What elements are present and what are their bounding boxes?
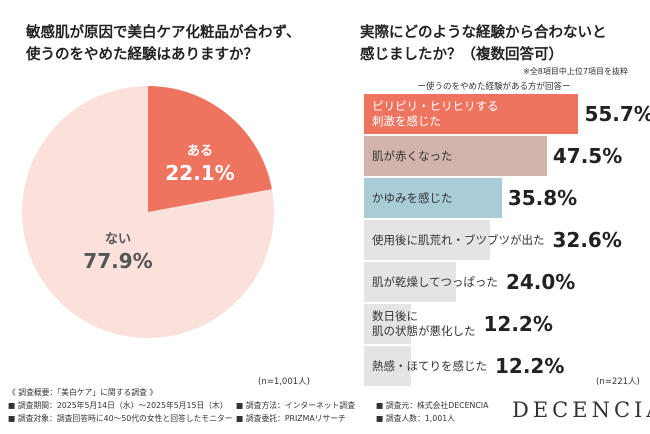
bar-chart-note: ※全8項目中上位7項目を抜粋 xyxy=(523,67,628,76)
pie-title-line1: 敏感肌が原因で美白ケア化粧品が合わず、 xyxy=(26,25,301,41)
pie-value-no: 77.9% xyxy=(83,249,153,273)
bar-chart: ピリピリ・ヒリヒリする 刺激を感じた 55.7% 肌が赤くなった 47.5% か… xyxy=(364,94,650,386)
survey-heading: 《 調査概要：「美白ケア」に関する調査 》 xyxy=(8,388,158,397)
bar-category-label: 肌が赤くなった xyxy=(372,148,453,163)
survey-period: ■ 調査期間：2025年5月14日（水）〜2025年5月15日（木） xyxy=(8,401,228,410)
bar-value-label: 24.0% xyxy=(505,270,576,294)
brand-logo: DECENCIA xyxy=(512,398,650,422)
bar-title-line2: 感じましたか？（複数回答可） xyxy=(360,47,563,63)
survey-overview: 《 調査概要：「美白ケア」に関する調査 》 ■ 調査期間：2025年5月14日（… xyxy=(8,386,508,425)
pie-question-title: 敏感肌が原因で美白ケア化粧品が合わず、 使うのをやめた経験はありますか？ xyxy=(26,22,316,66)
survey-row: ■ 調査期間：2025年5月14日（水）〜2025年5月15日（木） ■ 調査方… xyxy=(8,399,508,412)
bar-row: 数日後に 肌の状態が悪化した 12.2% xyxy=(364,304,650,344)
pie-slice-yes xyxy=(148,86,272,212)
survey-source: ■ 調査元：株式会社DECENCIA xyxy=(376,401,489,410)
survey-row: ■ 調査対象：調査回答時に40〜50代の女性と回答したモニター ■ 調査委託：P… xyxy=(8,412,508,425)
bar-value-label: 35.8% xyxy=(507,186,578,210)
bar-row: 肌が乾燥してつっぱった 24.0% xyxy=(364,262,650,302)
bar-sample-size: (n=221人) xyxy=(596,377,640,387)
bar-category-label: ピリピリ・ヒリヒリする 刺激を感じた xyxy=(372,99,499,128)
bar xyxy=(364,220,490,260)
bar xyxy=(364,94,579,134)
bar-row: 肌が赤くなった 47.5% xyxy=(364,136,650,176)
bar xyxy=(364,262,457,302)
bar-row: 熱感・ほてりを感じた 12.2% xyxy=(364,346,650,386)
pie-category-no: ない xyxy=(104,232,131,247)
bar-question-title: 実際にどのような経験から合わないと 感じましたか？（複数回答可） xyxy=(360,22,640,66)
bar-chart-subtitle: ー使うのをやめた経験がある方が回答ー xyxy=(417,82,571,92)
survey-target: ■ 調査対象：調査回答時に40〜50代の女性と回答したモニター xyxy=(8,414,233,423)
pie-slice-no xyxy=(21,86,274,338)
survey-contractor: ■ 調査委託：PRIZMAリサーチ xyxy=(236,414,346,423)
survey-method: ■ 調査方法：インターネット調査 xyxy=(236,401,355,410)
bar-category-label: 熱感・ほてりを感じた xyxy=(372,358,487,373)
pie-sample-size: (n=1,001人) xyxy=(258,377,310,387)
bar xyxy=(364,136,547,176)
bar-value-label: 47.5% xyxy=(552,144,623,168)
bar-value-label: 12.2% xyxy=(495,354,565,378)
pie-label-no: ない 77.9% xyxy=(78,228,158,273)
bar-title-line1: 実際にどのような経験から合わないと xyxy=(360,25,607,41)
bar xyxy=(364,304,411,344)
pie-title-line2: 使うのをやめた経験はありますか？ xyxy=(26,47,258,63)
bar-category-label: 数日後に 肌の状態が悪化した xyxy=(372,309,476,338)
survey-respondents: ■ 調査人数：1,001人 xyxy=(376,414,455,423)
pie-category-yes: ある xyxy=(186,144,213,159)
bar-category-label: 使用後に肌荒れ・ブツブツが出た xyxy=(372,232,545,247)
bar-row: ピリピリ・ヒリヒリする 刺激を感じた 55.7% xyxy=(364,94,650,134)
bar-category-label: 肌が乾燥してつっぱった xyxy=(372,274,498,289)
bar-row: 使用後に肌荒れ・ブツブツが出た 32.6% xyxy=(364,220,650,260)
bar-value-label: 12.2% xyxy=(483,312,553,336)
bar-row: かゆみを感じた 35.8% xyxy=(364,178,650,218)
bar-category-label: かゆみを感じた xyxy=(372,190,453,205)
bar-value-label: 32.6% xyxy=(552,228,622,252)
bar xyxy=(364,346,411,386)
bar-value-label: 55.7% xyxy=(584,102,650,126)
bar xyxy=(364,178,502,218)
pie-label-yes: ある 22.1% xyxy=(160,140,240,185)
pie-value-yes: 22.1% xyxy=(165,161,235,185)
